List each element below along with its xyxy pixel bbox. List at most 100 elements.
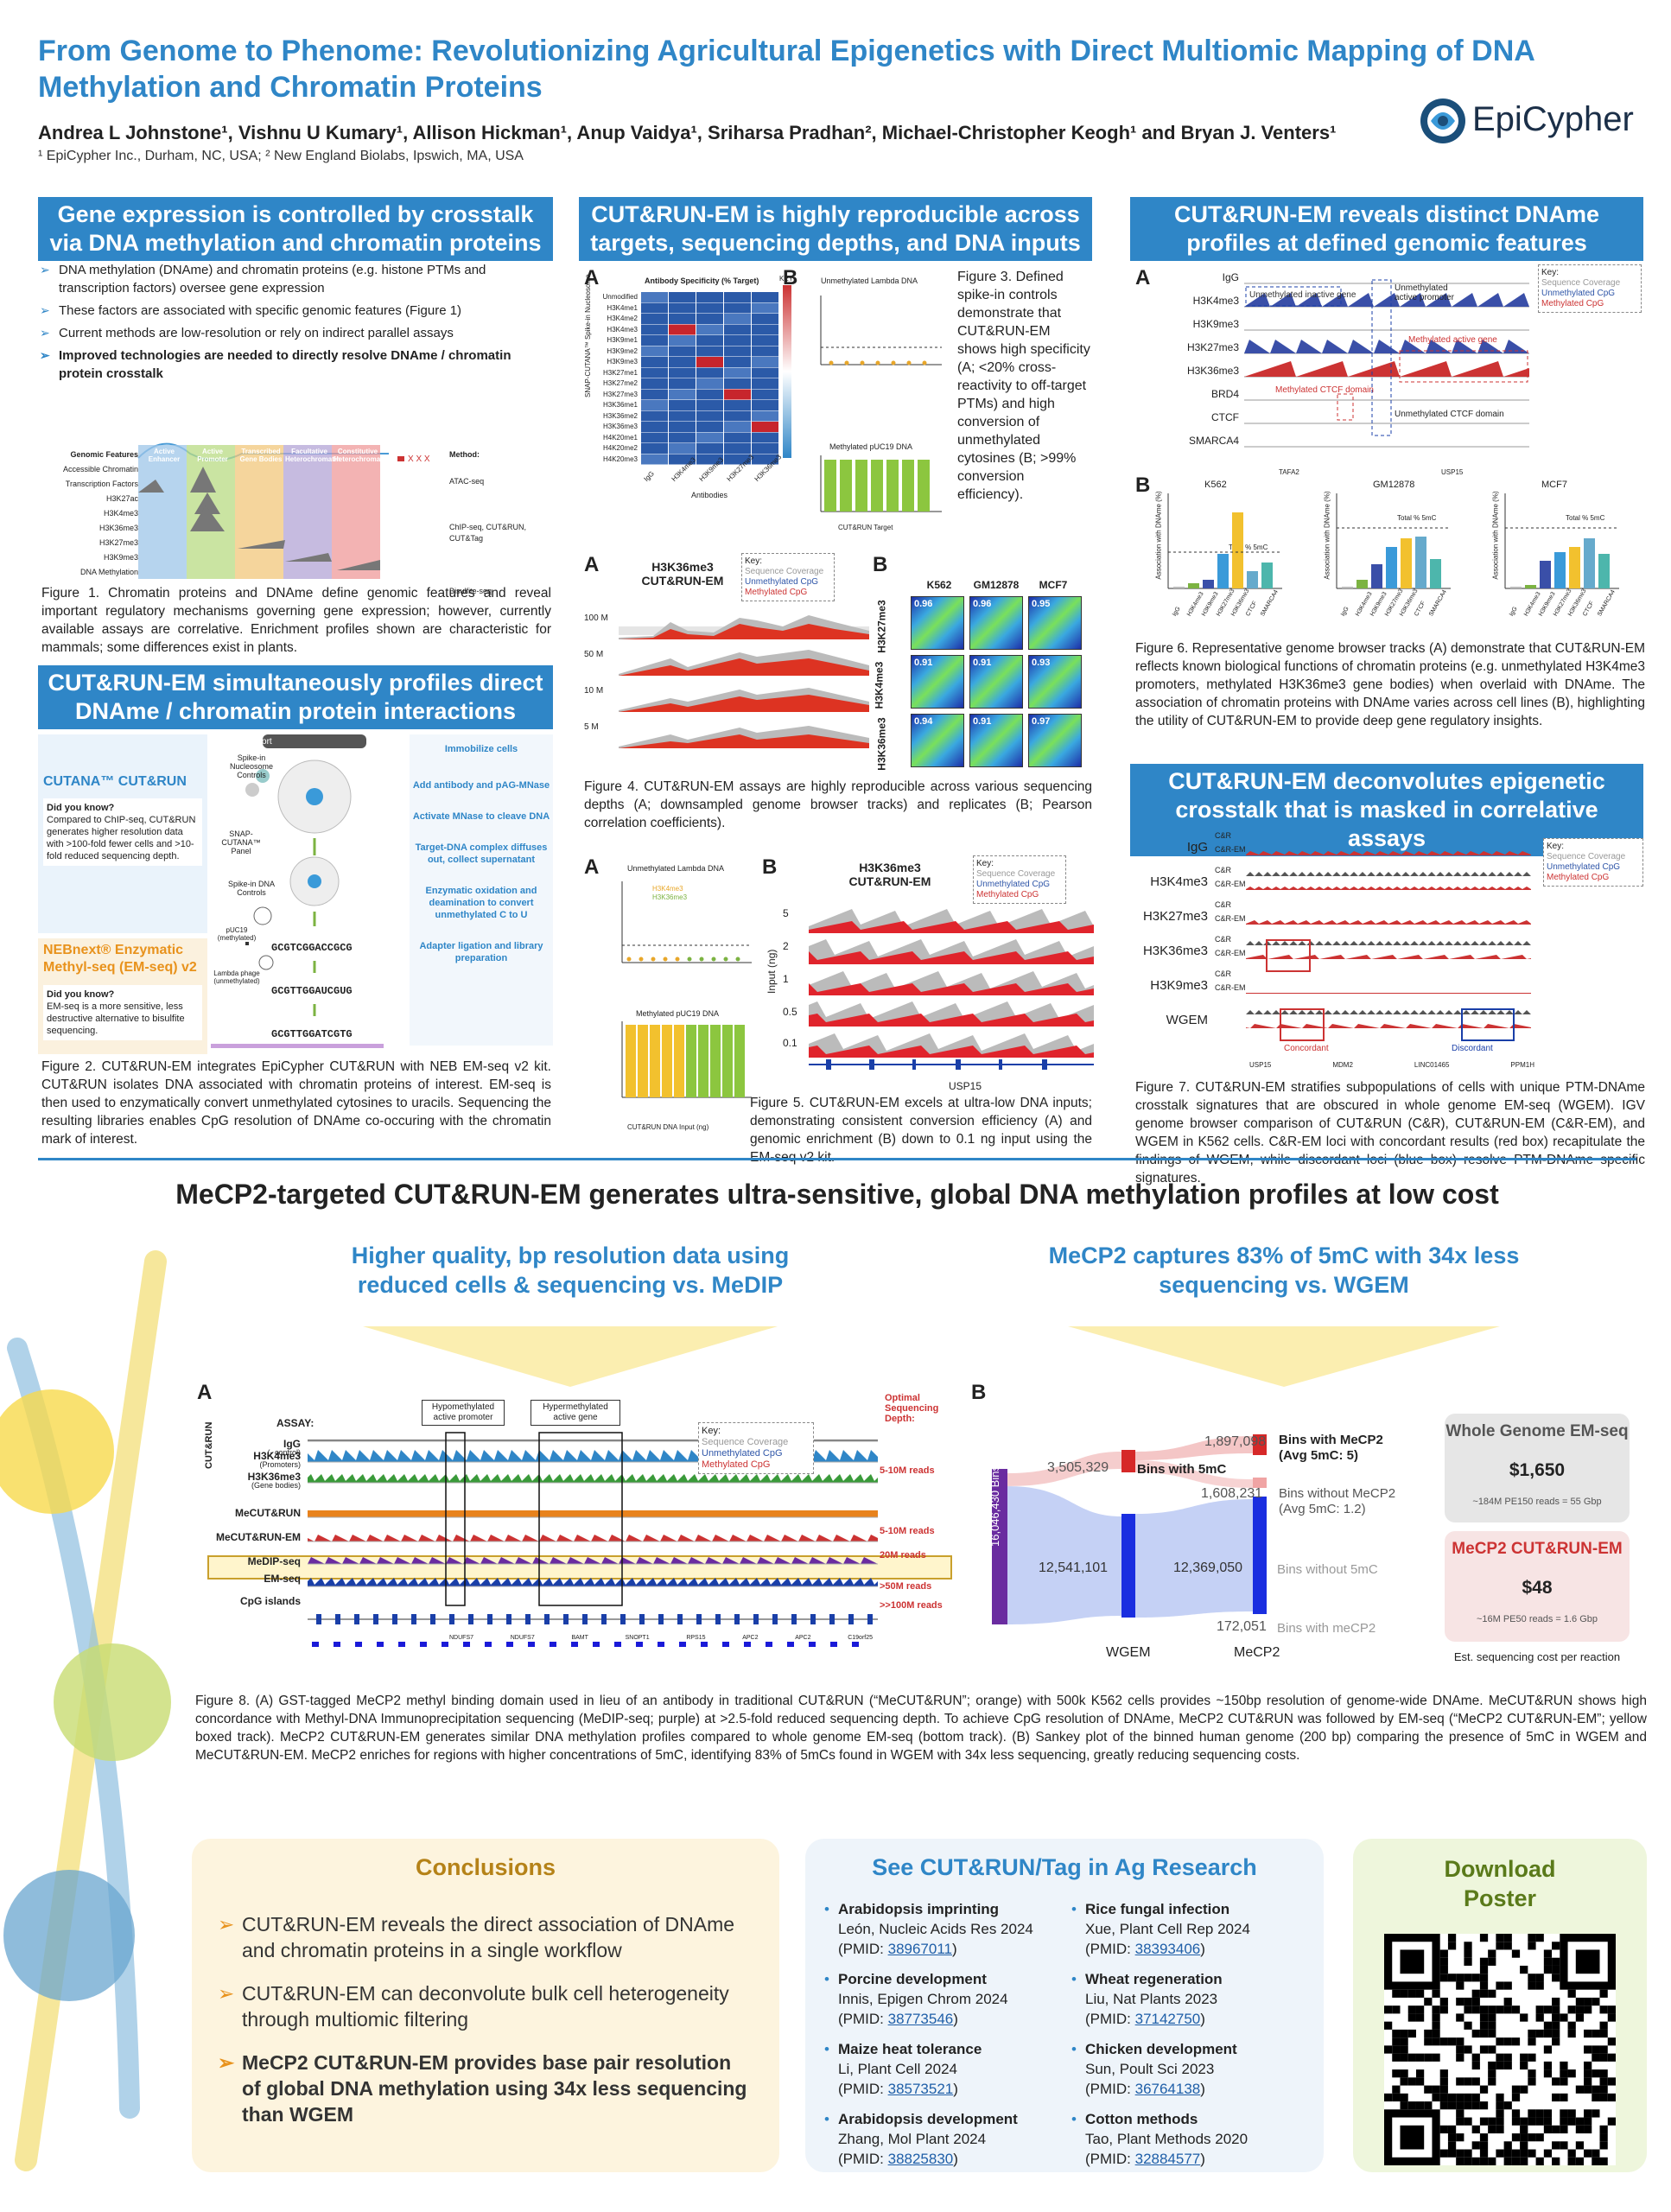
qr-module	[1456, 1997, 1465, 2006]
key-methylated: Methylated CpG	[702, 1459, 771, 1470]
qr-module	[1496, 1942, 1504, 1950]
intro-bullet: DNA methylation (DNAme) and chromatin pr…	[40, 261, 550, 297]
heatmap-cell	[752, 346, 778, 357]
fig6b-plot	[1167, 493, 1282, 589]
reference-item: Rice fungal infection Xue, Plant Cell Rep…	[1064, 1899, 1315, 1959]
correlation-value: 0.97	[1032, 716, 1051, 727]
fig6b-total-label: Total % 5mC	[1229, 543, 1268, 551]
sankey-label-no-5mc: Bins without 5mC	[1277, 1562, 1378, 1577]
conclusions-box: Conclusions ➢ CUT&RUN-EM reveals the dire…	[192, 1839, 779, 2172]
heatmap-cell	[669, 410, 696, 422]
fig8b-label: B	[971, 1381, 987, 1404]
heatmap-cell	[724, 302, 751, 314]
heatmap-cell	[724, 335, 751, 346]
reference-item: Arabidopsis imprinting León, Nucleic Acid…	[817, 1899, 1068, 1959]
pmid-link[interactable]: 38773546	[887, 2011, 954, 2027]
fig6b-category: IgG	[1509, 606, 1519, 618]
references-right-column: Rice fungal infection Xue, Plant Cell Rep…	[1064, 1899, 1315, 2179]
fig6b-bar	[1173, 587, 1185, 588]
qr-module	[1488, 2125, 1496, 2134]
qr-module	[1511, 2109, 1521, 2118]
methylation-track	[809, 951, 1094, 964]
fig1-col: Active Promoter	[197, 448, 228, 463]
gene-exon	[392, 1614, 397, 1624]
pmid-link[interactable]: 38393406	[1134, 1941, 1201, 1957]
qr-module	[1599, 2141, 1608, 2150]
annotation-column	[538, 1432, 623, 1606]
heatmap-cell	[724, 410, 751, 422]
qr-module	[1456, 2093, 1465, 2102]
sankey-graphic	[992, 1434, 1267, 1624]
qr-module	[1528, 1942, 1536, 1950]
qr-module	[1456, 2013, 1465, 2022]
fig5a-title2: Methylated pUC19 DNA	[636, 1009, 720, 1018]
fig6a-annot: Methylated CTCF domain	[1275, 385, 1374, 395]
fig6b-bar	[1342, 587, 1353, 588]
key-methylated: Methylated CpG	[1547, 873, 1610, 882]
dyk-title: Did you know?	[47, 989, 115, 1000]
references-box: See CUT&RUN/Tag in Ag Research Arabidops…	[805, 1839, 1324, 2172]
heatmap-cell	[641, 292, 668, 302]
key-unmethylated: Unmethylated CpG	[745, 577, 819, 587]
gene-exon	[544, 1614, 550, 1624]
qr-module	[1575, 2125, 1585, 2134]
reference-citation: León, Nucleic Acids Res 2024	[838, 1921, 1033, 1937]
fig1-row: H3K27me3	[98, 538, 138, 547]
qr-module	[1464, 2101, 1472, 2110]
qr-module	[1543, 2149, 1553, 2158]
qr-module	[1488, 1957, 1496, 1966]
fig8a-track-label: H3K36me3	[247, 1471, 301, 1483]
qr-module	[1592, 2093, 1600, 2102]
qr-module	[1471, 2101, 1480, 2110]
qr-module	[1543, 1949, 1553, 1958]
decorative-dna-strands	[0, 1250, 171, 2171]
qr-module	[1543, 1957, 1553, 1966]
fig7-track	[1246, 993, 1531, 994]
qr-module	[1400, 2037, 1408, 2046]
reference-citation: Tao, Plant Methods 2020	[1085, 2131, 1248, 2147]
fig7-track	[1246, 1024, 1531, 1028]
heatmap-cell	[641, 367, 668, 378]
fig4b-correlation-grid: 0.96 0.96 0.95 0.91 0.91 0.93 0.94 0.91 0.97	[911, 596, 1083, 769]
qr-code[interactable]	[1384, 1934, 1616, 2165]
fig5b-title: H3K36me3 CUT&RUN-EM	[848, 861, 931, 888]
qr-module	[1599, 2157, 1608, 2165]
reference-citation: Innis, Epigen Chrom 2024	[838, 1991, 1008, 2007]
fig7-gene: MDM2	[1332, 1061, 1353, 1069]
cpg-island	[722, 1642, 729, 1647]
fig7-sub-label: C&R	[1215, 935, 1232, 944]
qr-module	[1471, 2029, 1480, 2038]
fig8a-sub-label: (Gene bodies)	[251, 1481, 301, 1490]
qr-module	[1592, 2069, 1600, 2078]
did-you-know-2: Did you know? EM-seq is a more sensitive…	[43, 985, 202, 1040]
workflow-step: Adapter ligation and library preparation	[419, 941, 543, 963]
puc19-bar	[710, 1025, 721, 1097]
track-label: IgG	[1222, 271, 1239, 283]
heatmap-cell	[696, 335, 723, 346]
sankey-mecp2-top: 1,897,098	[1204, 1434, 1267, 1449]
pmid-link[interactable]: 37142750	[1134, 2011, 1201, 2027]
fig6b-category: H3K4me3	[1523, 591, 1542, 618]
qr-module	[1503, 2149, 1512, 2158]
pmid-link[interactable]: 36764138	[1134, 2081, 1201, 2097]
fig4a-tracks: 100 M 50 M 10 M 5 M	[584, 605, 869, 760]
fig5b-gene: USP15	[949, 1080, 982, 1092]
pmid-link[interactable]: 32884577	[1134, 2151, 1201, 2167]
sankey-label-with-mecp2: Bins with MeCP2 (Avg 5mC: 5)	[1279, 1433, 1383, 1463]
qr-module	[1575, 2117, 1585, 2126]
qr-module	[1528, 1981, 1536, 1990]
qr-module	[1592, 2045, 1600, 2054]
fig8a-annot-hyper: Hypermethylated active gene	[531, 1400, 620, 1426]
fig1-col: Constitutive Heterochromatin	[334, 448, 390, 463]
qr-module	[1456, 2109, 1465, 2118]
qr-module	[1439, 2069, 1448, 2078]
pmid-link[interactable]: 38825830	[887, 2151, 954, 2167]
qr-module	[1471, 2141, 1480, 2150]
figure-2-caption: Figure 2. CUT&RUN-EM integrates EpiCyphe…	[41, 1059, 551, 1147]
heatmap-cell	[669, 443, 696, 454]
fig4a-key: Key: Sequence Coverage Unmethylated CpG …	[741, 553, 835, 601]
pmid-link[interactable]: 38573521	[887, 2081, 954, 2097]
pmid-link[interactable]: 38967011	[887, 1941, 952, 1957]
depth-label: 50 M	[584, 650, 604, 659]
